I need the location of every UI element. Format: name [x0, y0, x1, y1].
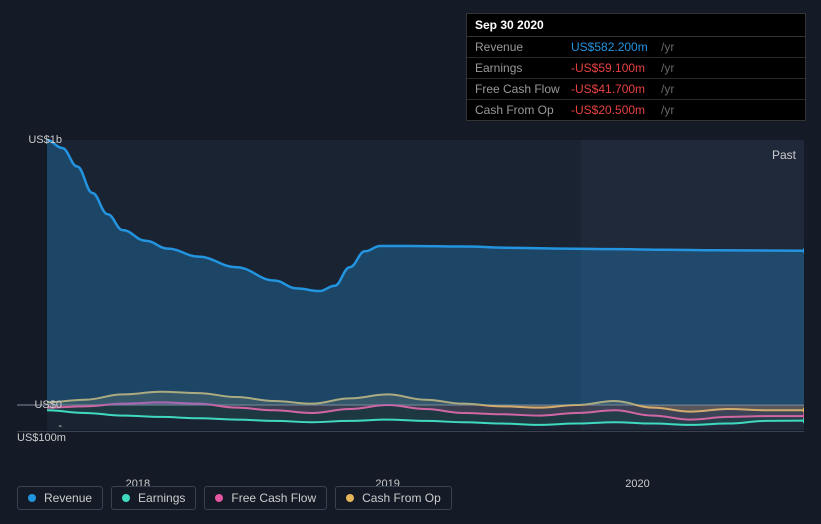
tooltip-value: US$582.200m — [571, 40, 661, 54]
tooltip-unit: /yr — [661, 40, 674, 54]
tooltip-unit: /yr — [661, 82, 674, 96]
legend-dot-icon — [122, 494, 130, 502]
legend-dot-icon — [215, 494, 223, 502]
tooltip-row: Free Cash Flow-US$41.700m/yr — [467, 79, 805, 100]
tooltip-value: -US$20.500m — [571, 103, 661, 117]
tooltip-label: Cash From Op — [475, 103, 571, 117]
tooltip-unit: /yr — [661, 103, 674, 117]
legend-dot-icon — [346, 494, 354, 502]
tooltip-date: Sep 30 2020 — [467, 14, 805, 37]
x-axis-label: 2020 — [625, 478, 649, 490]
tooltip-value: -US$59.100m — [571, 61, 661, 75]
tooltip-row: Earnings-US$59.100m/yr — [467, 58, 805, 79]
legend: Revenue Earnings Free Cash Flow Cash From O… — [17, 486, 452, 510]
tooltip-value: -US$41.700m — [571, 82, 661, 96]
legend-item-revenue[interactable]: Revenue — [17, 486, 103, 510]
legend-item-cash-from-op[interactable]: Cash From Op — [335, 486, 452, 510]
tooltip-unit: /yr — [661, 61, 674, 75]
legend-item-free-cash-flow[interactable]: Free Cash Flow — [204, 486, 327, 510]
legend-label: Free Cash Flow — [231, 491, 316, 505]
tooltip-row: Cash From Op-US$20.500m/yr — [467, 100, 805, 120]
y-axis-label: US$0 — [17, 399, 62, 411]
financials-chart: Past US$1bUS$0-US$100m 201820192020 — [17, 120, 804, 470]
legend-label: Revenue — [44, 491, 92, 505]
legend-dot-icon — [28, 494, 36, 502]
tooltip-label: Revenue — [475, 40, 571, 54]
y-axis-label: US$1b — [17, 134, 62, 146]
tooltip-row: RevenueUS$582.200m/yr — [467, 37, 805, 58]
legend-item-earnings[interactable]: Earnings — [111, 486, 196, 510]
legend-label: Earnings — [138, 491, 185, 505]
tooltip-label: Free Cash Flow — [475, 82, 571, 96]
chart-svg — [17, 120, 804, 470]
y-axis-label: -US$100m — [17, 420, 62, 444]
past-label: Past — [772, 148, 796, 162]
legend-label: Cash From Op — [362, 491, 441, 505]
data-tooltip: Sep 30 2020 RevenueUS$582.200m/yrEarning… — [466, 13, 806, 121]
tooltip-label: Earnings — [475, 61, 571, 75]
